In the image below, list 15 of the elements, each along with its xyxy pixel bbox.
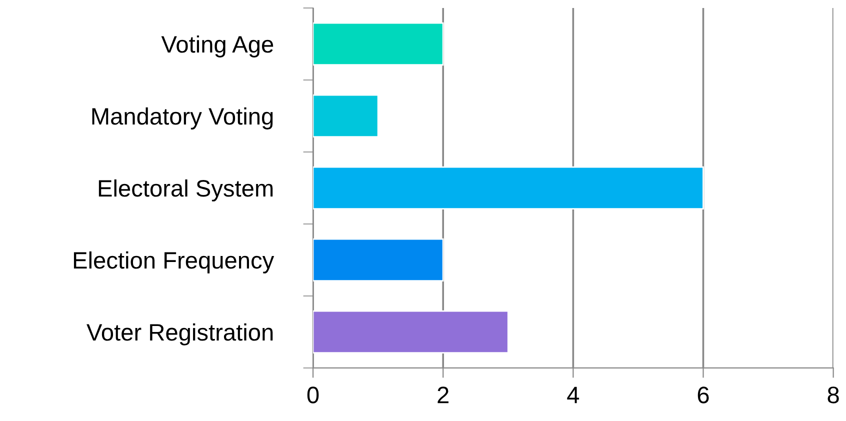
y-tick-label: Voter Registration — [86, 323, 273, 346]
bar — [313, 238, 444, 282]
y-tick-label: Election Frequency — [74, 251, 274, 274]
x-tick-label: 8 — [828, 386, 839, 404]
bar — [313, 22, 444, 66]
y-tick-label: Voting Age — [161, 35, 274, 58]
x-tick-label: 4 — [567, 386, 580, 404]
y-tick-label: Electoral System — [98, 179, 273, 202]
bar — [313, 166, 704, 210]
bar — [313, 94, 379, 138]
y-tick-label: Mandatory Voting — [92, 107, 273, 130]
x-tick-label: 2 — [438, 386, 448, 404]
x-tick-label: 0 — [307, 386, 319, 404]
bar — [313, 310, 509, 354]
x-tick-label: 6 — [698, 386, 709, 404]
